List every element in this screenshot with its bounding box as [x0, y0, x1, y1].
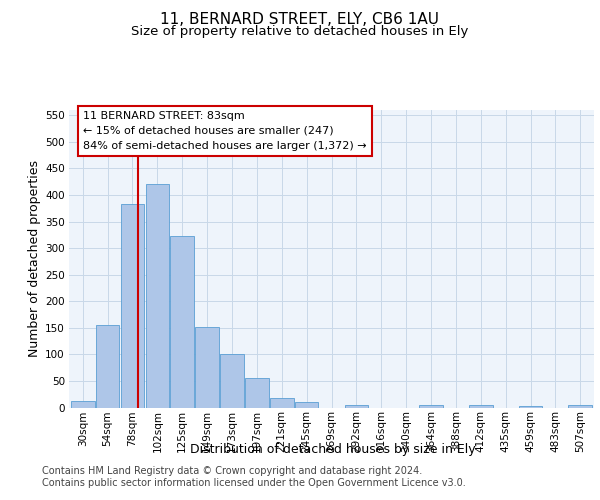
Y-axis label: Number of detached properties: Number of detached properties	[28, 160, 41, 357]
Bar	[121, 204, 144, 408]
Bar	[195, 327, 219, 407]
Bar	[568, 406, 592, 407]
Text: Size of property relative to detached houses in Ely: Size of property relative to detached ho…	[131, 25, 469, 38]
Text: Distribution of detached houses by size in Ely: Distribution of detached houses by size …	[190, 442, 476, 456]
Bar	[96, 325, 119, 407]
Bar	[419, 406, 443, 407]
Bar	[344, 405, 368, 407]
Bar	[220, 354, 244, 408]
Text: Contains HM Land Registry data © Crown copyright and database right 2024.
Contai: Contains HM Land Registry data © Crown c…	[42, 466, 466, 487]
Bar	[71, 400, 95, 407]
Bar	[469, 406, 493, 407]
Text: 11 BERNARD STREET: 83sqm
← 15% of detached houses are smaller (247)
84% of semi-: 11 BERNARD STREET: 83sqm ← 15% of detach…	[83, 111, 367, 150]
Bar	[146, 184, 169, 408]
Text: 11, BERNARD STREET, ELY, CB6 1AU: 11, BERNARD STREET, ELY, CB6 1AU	[161, 12, 439, 28]
Bar	[245, 378, 269, 408]
Bar	[170, 236, 194, 408]
Bar	[295, 402, 319, 407]
Bar	[519, 406, 542, 408]
Bar	[270, 398, 293, 407]
